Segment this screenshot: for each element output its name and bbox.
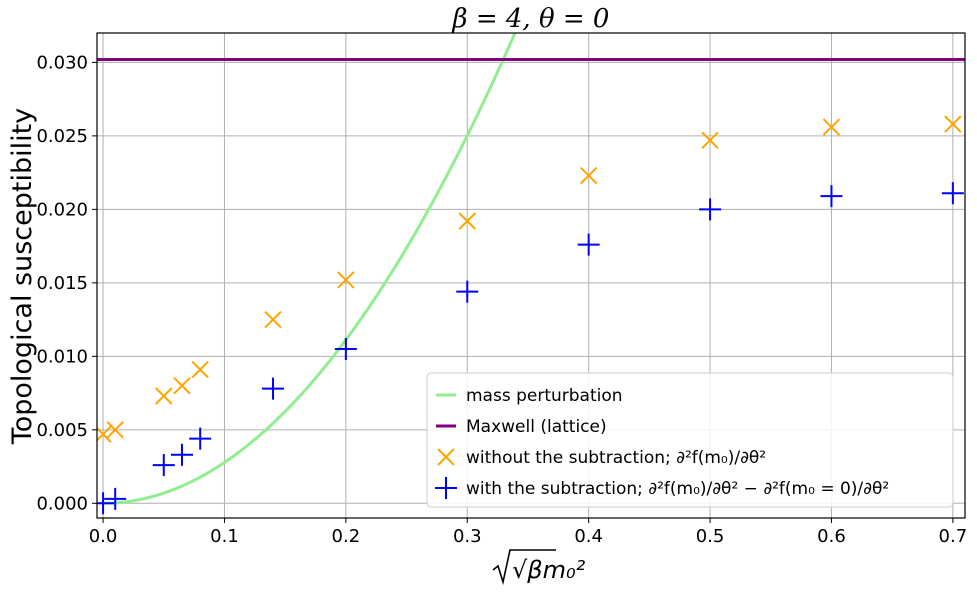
orange-x-marker xyxy=(106,421,124,439)
blue-plus-marker xyxy=(699,198,722,221)
legend-plus-swatch xyxy=(435,477,457,499)
x-tick-label: 0.5 xyxy=(696,526,725,547)
legend-label: with the subtraction; ∂²f(m₀)/∂θ² − ∂²f(… xyxy=(466,479,889,499)
y-tick-label: 0.000 xyxy=(36,493,88,514)
orange-x-marker xyxy=(337,271,355,289)
orange-x-marker xyxy=(155,387,173,405)
legend-label: mass perturbation xyxy=(466,386,623,406)
x-tick-label: 0.6 xyxy=(817,526,846,547)
x-tick-label: 0.4 xyxy=(574,526,603,547)
mass-perturbation-curve xyxy=(103,33,517,505)
orange-x-marker-stroke xyxy=(191,360,209,379)
orange-x-marker xyxy=(264,310,282,329)
blue-plus-marker xyxy=(170,443,193,466)
orange-x-marker-stroke xyxy=(155,387,173,405)
sqrt-sign xyxy=(492,549,556,586)
plot-series xyxy=(97,33,965,515)
axis-ticks: 0.0 0.1 0.2 0.3 0.4 0.5 0.6 0.7 0.000 0.005 0.010 0… xyxy=(36,52,967,547)
x-tick-label: 0.1 xyxy=(210,526,239,547)
orange-x-marker-stroke xyxy=(264,310,282,329)
orange-x-marker-stroke xyxy=(106,421,124,439)
blue-plus-marker xyxy=(334,337,357,360)
y-tick-label: 0.005 xyxy=(36,420,88,441)
blue-plus-marker xyxy=(941,182,964,205)
orange-x-marker xyxy=(97,425,112,443)
x-tick-label: 0.7 xyxy=(939,526,968,547)
y-axis-label: Topological susceptibility xyxy=(7,108,38,445)
legend-label: without the subtraction; ∂²f(m₀)/∂θ² xyxy=(466,448,766,468)
blue-plus-marker xyxy=(104,487,127,510)
y-tick-label: 0.015 xyxy=(36,273,88,294)
plot-frame xyxy=(96,32,966,519)
orange-x-marker-stroke xyxy=(579,166,598,185)
chart-title: β = 4, θ = 0 xyxy=(452,4,610,34)
x-axis-label-group: √βm₀² xyxy=(492,549,586,586)
orange-x-marker-stroke xyxy=(458,212,476,230)
blue-plus-marker xyxy=(97,492,115,515)
blue-plus-marker xyxy=(152,454,175,477)
orange-x-marker-stroke xyxy=(822,118,841,136)
orange-x-marker xyxy=(458,212,476,230)
y-tick-label: 0.020 xyxy=(36,199,88,220)
orange-x-marker xyxy=(944,115,962,133)
x-axis-label: √βm₀² xyxy=(512,556,586,584)
blue-plus-marker xyxy=(577,233,600,256)
legend-label: Maxwell (lattice) xyxy=(466,417,607,437)
orange-x-marker-stroke xyxy=(701,131,719,149)
orange-x-marker xyxy=(173,377,191,395)
x-tick-label: 0.2 xyxy=(332,526,361,547)
orange-x-marker xyxy=(579,166,598,185)
blue-plus-marker xyxy=(820,185,843,208)
orange-x-marker-stroke xyxy=(173,377,191,395)
orange-x-marker xyxy=(191,360,209,379)
x-tick-label: 0.3 xyxy=(453,526,482,547)
blue-plus-marker xyxy=(189,427,212,450)
blue-plus-marker xyxy=(456,280,479,303)
legend-x-swatch xyxy=(437,448,455,466)
blue-plus-marker xyxy=(262,377,285,400)
y-tick-label: 0.025 xyxy=(36,126,88,147)
legend-x-swatch-stroke xyxy=(437,448,455,466)
legend-box xyxy=(426,372,954,508)
x-tick-label: 0.0 xyxy=(89,526,118,547)
orange-x-marker-stroke xyxy=(337,271,355,289)
orange-x-marker xyxy=(701,131,719,149)
y-tick-label: 0.030 xyxy=(36,52,88,73)
legend: mass perturbation Maxwell (lattice) withou… xyxy=(426,372,954,508)
y-tick-label: 0.010 xyxy=(36,346,88,367)
orange-x-marker-stroke xyxy=(944,115,962,133)
orange-x-marker xyxy=(822,118,841,136)
orange-x-marker-stroke xyxy=(97,425,112,442)
